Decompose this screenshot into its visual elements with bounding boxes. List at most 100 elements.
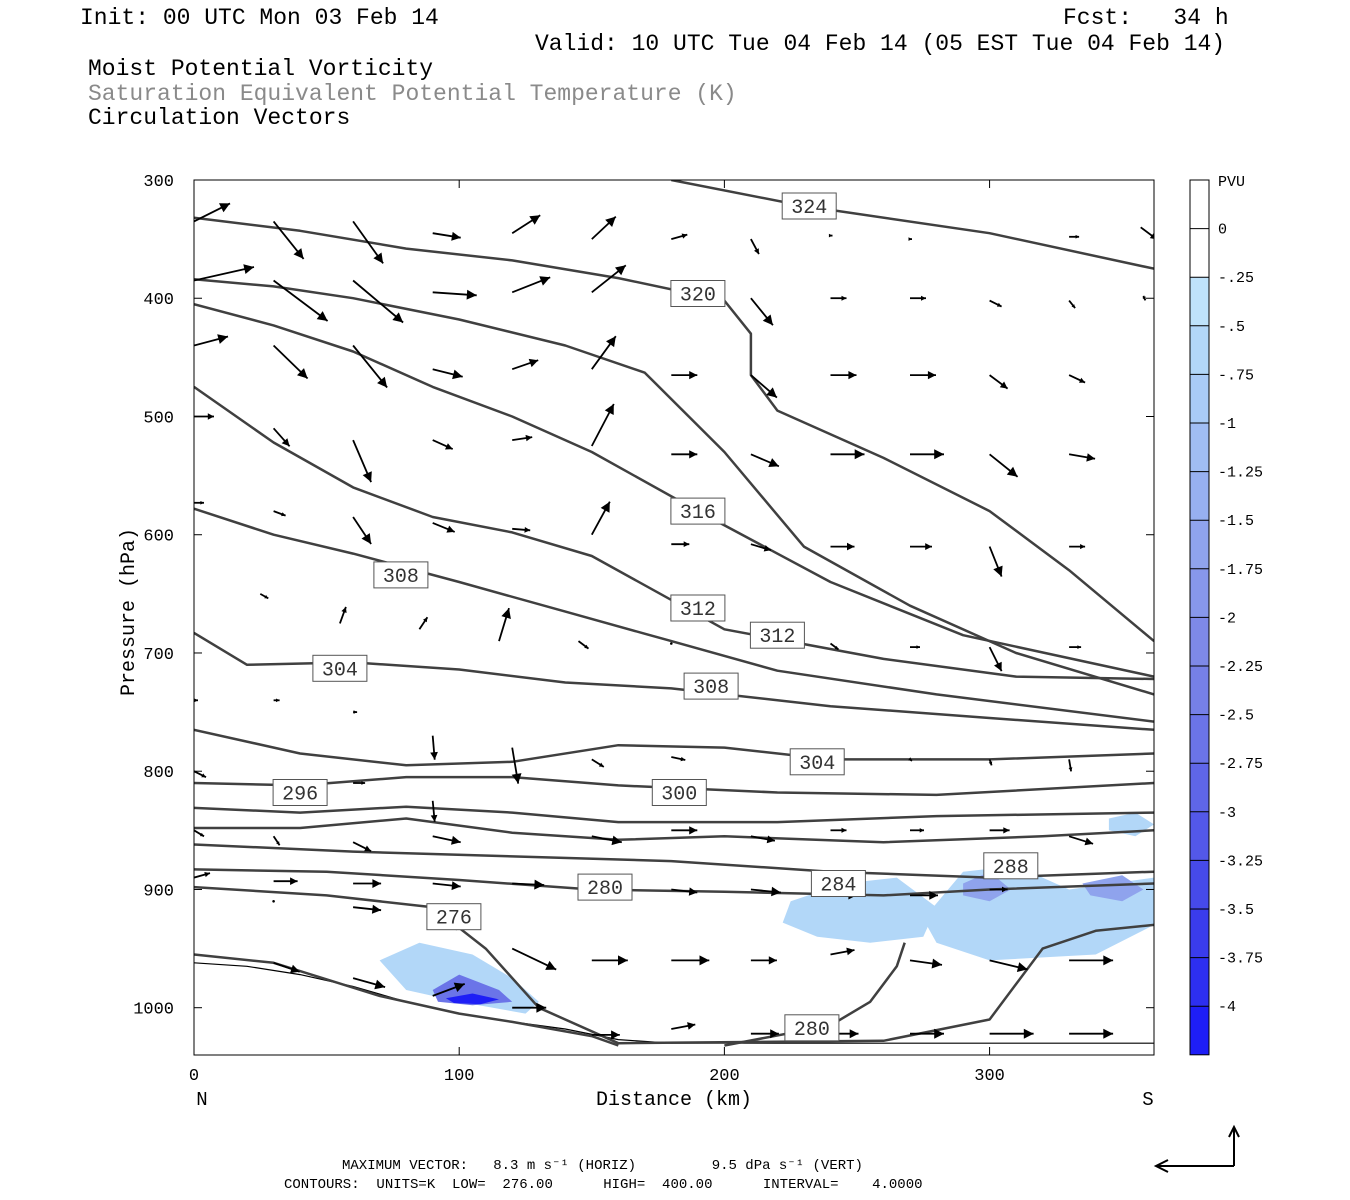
contour-label-300: 300: [651, 779, 707, 807]
circulation-vector: [194, 698, 198, 703]
x-tick-label: 100: [444, 1067, 475, 1086]
theta-e-contour-316: [194, 278, 1154, 696]
colorbar-label: -1: [1218, 416, 1236, 433]
svg-text:284: 284: [820, 875, 856, 898]
circulation-vector: [352, 977, 386, 990]
circulation-vector: [432, 982, 466, 997]
svg-text:304: 304: [322, 659, 358, 682]
circulation-vector: [750, 835, 776, 844]
circulation-vector: [750, 374, 778, 399]
circulation-vector: [1069, 955, 1114, 966]
circulation-vector: [353, 710, 358, 714]
colorbar-swatch: [1190, 325, 1209, 375]
circulation-vector: [910, 1028, 944, 1039]
contour-label-316: 316: [670, 497, 726, 525]
circulation-vector: [910, 828, 924, 833]
circulation-vector: [908, 757, 913, 762]
circulation-vector: [512, 434, 533, 442]
circulation-vector: [671, 541, 690, 547]
x-axis-label: Distance (km): [596, 1089, 752, 1112]
circulation-vector: [194, 202, 231, 223]
circulation-vector: [910, 543, 932, 550]
circulation-vector: [430, 735, 438, 760]
svg-text:312: 312: [759, 626, 795, 649]
circulation-vector: [989, 1028, 1034, 1039]
circulation-vector: [910, 295, 926, 301]
colorbar-label: 0: [1218, 222, 1227, 239]
colorbar-swatch: [1190, 763, 1209, 812]
circulation-vector: [989, 299, 1003, 308]
colorbar-swatch: [1190, 860, 1209, 909]
colorbar-swatch: [1190, 811, 1209, 861]
circulation-vector: [910, 371, 936, 380]
circulation-vector: [671, 1022, 696, 1030]
circulation-vector: [829, 642, 840, 651]
circulation-vector: [750, 1029, 779, 1039]
circulation-vector: [988, 646, 1003, 672]
field-title-pv: Moist Potential Vorticity: [88, 56, 434, 82]
circulation-vector: [750, 543, 772, 552]
circulation-vector: [272, 427, 291, 447]
circulation-vector: [591, 758, 605, 768]
circulation-vector: [989, 453, 1019, 478]
circulation-vector: [432, 439, 454, 450]
colorbar-swatch: [1190, 374, 1209, 423]
circulation-vector: [671, 826, 698, 835]
init-time: Init: 00 UTC Mon 03 Feb 14: [80, 5, 439, 31]
circulation-vector: [194, 501, 204, 505]
valid-time: Valid: 10 UTC Tue 04 Feb 14 (05 EST Tue …: [535, 31, 1226, 57]
field-title-vectors: Circulation Vectors: [88, 105, 351, 131]
circulation-vector: [591, 403, 615, 447]
theta-e-contour-280: [194, 885, 1154, 1045]
circulation-vector: [909, 958, 943, 969]
colorbar: 0 -.25 -.5 -.75 -1 -1.25 -1.5 -1.75 -2 -2.25 -2.5 -…: [1189, 179, 1263, 1056]
circulation-vector: [339, 606, 347, 624]
circulation-vector: [273, 877, 298, 885]
circulation-vector: [591, 1030, 620, 1040]
colorbar-label: -.5: [1218, 319, 1245, 336]
forecast-hour: Fcst: 34 h: [1063, 5, 1229, 31]
circulation-vector: [1069, 1028, 1114, 1039]
circulation-vector: [989, 886, 1008, 893]
circulation-vector: [430, 800, 438, 822]
theta-e-contour-308: [194, 507, 1154, 723]
svg-text:276: 276: [436, 908, 472, 931]
colorbar-swatch: [1190, 714, 1209, 764]
theta-e-contour-320: [194, 216, 1154, 643]
circulation-vector: [352, 516, 372, 545]
x-tick-label: 300: [974, 1067, 1005, 1086]
circulation-vector: [670, 642, 673, 645]
theta-e-contour-300: [194, 805, 1154, 824]
circulation-vector: [194, 872, 211, 879]
x-tick-label: 200: [709, 1067, 740, 1086]
max-vector-note: MAXIMUM VECTOR: 8.3 m s⁻¹ (HORIZ) 9.5 dP…: [342, 1158, 863, 1174]
circulation-vector: [272, 835, 281, 846]
theta-e-contour-324: [671, 180, 1154, 270]
circulation-vector: [498, 607, 511, 642]
colorbar-swatch: [1190, 471, 1209, 521]
colorbar-label: -3.75: [1218, 951, 1263, 968]
circulation-vector: [352, 841, 372, 853]
colorbar-swatch: [1190, 909, 1209, 958]
circulation-vector: [591, 501, 611, 536]
contour-label-296: 296: [272, 779, 328, 807]
pv-shade-6: [1082, 875, 1144, 902]
circulation-vector: [512, 527, 531, 533]
circulation-vector: [352, 439, 372, 483]
circulation-vector: [353, 904, 382, 914]
terrain-layer: [194, 962, 1154, 1044]
colorbar-swatch: [1190, 568, 1209, 618]
circulation-vector: [353, 781, 366, 785]
contour-label-308: 308: [373, 561, 429, 589]
colorbar-label: -3: [1218, 805, 1236, 822]
circulation-vector: [194, 264, 255, 282]
circulation-vector: [989, 959, 1028, 972]
field-title-theta-es: Saturation Equivalent Potential Temperat…: [88, 81, 737, 107]
colorbar-label: -2.5: [1218, 708, 1254, 725]
reference-vector: [1153, 1124, 1240, 1173]
svg-text:300: 300: [661, 784, 697, 807]
y-tick-label: 1000: [133, 1001, 174, 1020]
circulation-vector: [1068, 835, 1094, 846]
contour-label-layer: 324 320 316 312 312 308 308 304 304 300 296 288 284 2…: [272, 192, 1039, 1042]
